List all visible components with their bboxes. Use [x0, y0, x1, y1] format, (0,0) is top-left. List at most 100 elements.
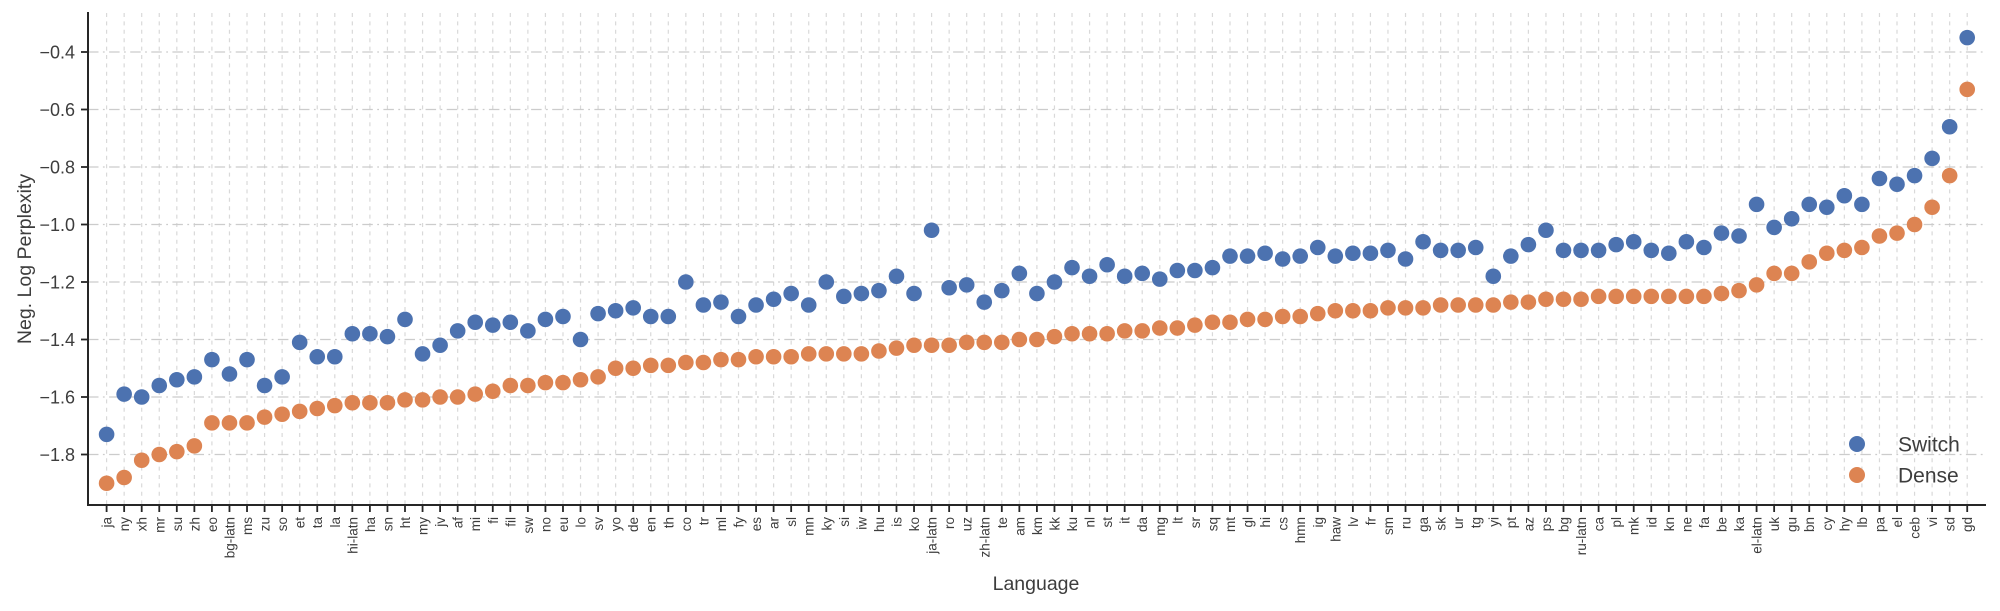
- x-tick-label: ro: [942, 517, 957, 529]
- x-tick-label: sk: [1434, 517, 1449, 531]
- data-point-switch: [1748, 196, 1765, 213]
- data-point-dense: [1924, 199, 1940, 216]
- y-axis-title: Neg. Log Perplexity: [14, 174, 36, 344]
- data-point-switch: [397, 311, 413, 328]
- legend-label-dense: Dense: [1898, 464, 1959, 487]
- legend-label-switch: Switch: [1898, 433, 1960, 456]
- data-point-dense: [678, 354, 694, 371]
- data-point-switch: [1713, 225, 1730, 241]
- data-point-switch: [1099, 256, 1115, 273]
- data-point-switch: [1011, 265, 1028, 282]
- x-tick-label: sn: [380, 517, 395, 531]
- data-point-dense: [1854, 239, 1870, 256]
- data-point-switch: [1169, 262, 1186, 279]
- data-point-dense: [572, 371, 589, 388]
- vertical-gridlines: [105, 13, 1968, 505]
- data-point-dense: [1573, 291, 1589, 308]
- data-point-switch: [976, 294, 993, 310]
- data-point-dense: [1151, 320, 1168, 336]
- x-tick-label: fr: [1363, 516, 1378, 525]
- x-tick-label: de: [626, 517, 641, 532]
- data-point-switch: [1432, 242, 1449, 259]
- x-tick-label: tr: [696, 516, 711, 525]
- data-point-dense: [221, 415, 238, 431]
- x-tick-label: so: [275, 517, 290, 531]
- data-point-dense: [1239, 311, 1256, 328]
- data-point-switch: [484, 317, 501, 333]
- data-point-dense: [730, 351, 747, 368]
- data-point-dense: [783, 348, 799, 365]
- data-point-switch: [1415, 233, 1431, 250]
- data-point-dense: [169, 443, 185, 460]
- x-tick-label: fil: [503, 517, 518, 527]
- data-point-dense: [1327, 302, 1344, 319]
- data-point-dense: [1836, 242, 1853, 259]
- data-point-switch: [1696, 239, 1712, 256]
- x-tick-label: no: [538, 517, 553, 532]
- data-point-switch: [748, 297, 764, 313]
- data-point-dense: [1309, 305, 1326, 322]
- data-point-dense: [344, 394, 361, 411]
- data-point-dense: [1029, 331, 1045, 348]
- x-tick-label: eu: [556, 517, 571, 532]
- data-point-switch: [133, 389, 150, 405]
- data-point-dense: [1818, 245, 1835, 262]
- data-point-dense: [713, 351, 729, 368]
- x-tick-label: ka: [1732, 517, 1747, 532]
- x-tick-label: ht: [398, 517, 413, 529]
- data-point-dense: [397, 392, 413, 408]
- y-tick-label: −1.2: [39, 272, 75, 292]
- data-point-dense: [1432, 297, 1449, 313]
- data-point-dense: [1099, 325, 1115, 342]
- x-tick-label: hmn: [1293, 517, 1308, 543]
- data-point-switch: [1187, 262, 1203, 279]
- data-point-dense: [449, 389, 466, 405]
- x-tick-label: jv: [433, 517, 448, 528]
- data-point-switch: [1801, 196, 1818, 213]
- data-point-dense: [414, 392, 431, 408]
- x-tick-label: cs: [1276, 517, 1291, 531]
- data-point-dense: [625, 360, 641, 377]
- data-point-dense: [1046, 328, 1063, 345]
- data-point-switch: [1450, 242, 1466, 259]
- data-point-dense: [1941, 167, 1958, 184]
- x-tick-label: es: [749, 517, 764, 532]
- data-point-dense: [1503, 294, 1519, 310]
- data-point-dense: [695, 354, 712, 371]
- x-tick-label: iw: [854, 517, 869, 530]
- data-point-dense: [432, 389, 448, 405]
- x-tick-label: fa: [1697, 517, 1712, 529]
- data-point-dense: [976, 334, 993, 351]
- data-point-dense: [1871, 228, 1888, 244]
- data-point-switch: [888, 268, 905, 285]
- data-point-switch: [1345, 245, 1361, 262]
- x-tick-label: yi: [1486, 517, 1501, 527]
- y-tick-label: −1.8: [39, 445, 75, 465]
- data-point-switch: [256, 377, 273, 394]
- data-point-switch: [520, 323, 536, 339]
- data-point-dense: [1608, 288, 1624, 305]
- data-point-switch: [1327, 248, 1344, 264]
- x-tick-label: lv: [1346, 517, 1361, 527]
- data-point-switch: [186, 369, 203, 385]
- x-tick-label: sw: [521, 517, 536, 534]
- x-tick-label: en: [644, 517, 659, 532]
- data-point-switch: [730, 308, 747, 325]
- data-point-switch: [1257, 245, 1273, 262]
- data-point-switch: [467, 314, 484, 331]
- data-point-switch: [1151, 271, 1168, 287]
- data-point-dense: [1274, 308, 1291, 325]
- data-point-dense: [484, 383, 501, 400]
- data-point-dense: [1555, 291, 1572, 308]
- data-point-switch: [537, 311, 554, 328]
- x-tick-label: haw: [1328, 517, 1343, 542]
- y-tick-label: −1.0: [39, 215, 75, 235]
- data-point-switch: [1625, 233, 1642, 250]
- x-tick-label: hi: [1258, 517, 1273, 528]
- data-point-switch: [1503, 248, 1519, 264]
- x-tick-label: ha: [363, 517, 378, 533]
- data-point-switch: [414, 346, 431, 362]
- data-point-dense: [98, 475, 115, 492]
- data-point-dense: [151, 446, 168, 463]
- x-tick-label: vi: [1925, 517, 1940, 527]
